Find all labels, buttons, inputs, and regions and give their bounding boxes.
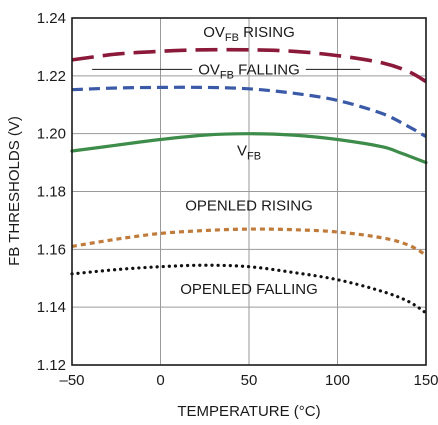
grid <box>72 18 426 365</box>
series-line-openled-rising <box>71 227 427 257</box>
x-axis-title: TEMPERATURE (°C) <box>177 403 320 420</box>
y-tick-label: 1.14 <box>37 299 66 316</box>
plot-frame <box>71 17 427 366</box>
annotation-ann-ov-rising: OVFB RISING <box>203 24 295 44</box>
series-line-vfb <box>70 132 428 165</box>
annotation-ann-vfb: VFB <box>237 142 261 162</box>
y-tick-label: 1.16 <box>37 241 66 258</box>
annotation-ann-ov-falling: OVFB FALLING <box>198 61 300 81</box>
y-tick-label: 1.12 <box>37 357 66 374</box>
annotations: OVFB RISING OVFB FALLING VFB OPENLED RISING… <box>92 24 361 298</box>
y-tick-labels: 1.12 1.14 1.16 1.18 1.20 1.22 1.24 <box>37 10 66 374</box>
x-tick-labels: –50 0 50 100 150 <box>59 372 438 389</box>
series-line-ov-falling <box>71 85 427 138</box>
series-layer <box>70 47 428 315</box>
annotation-ann-openled-falling: OPENLED FALLING <box>180 281 318 298</box>
x-tick-label: 50 <box>241 372 258 389</box>
x-tick-label: 0 <box>156 372 164 389</box>
x-tick-label: 150 <box>413 372 438 389</box>
y-axis-title: FB THRESHOLDS (V) <box>6 116 23 266</box>
series-line-ov-rising <box>71 47 427 84</box>
x-tick-label: 100 <box>325 372 350 389</box>
annotation-ann-openled-rising: OPENLED RISING <box>185 197 313 214</box>
series-line-openled-falling <box>70 263 428 315</box>
x-tick-label: –50 <box>59 372 84 389</box>
y-tick-label: 1.22 <box>37 68 66 85</box>
y-tick-label: 1.24 <box>37 10 66 27</box>
y-tick-label: 1.20 <box>37 126 66 143</box>
y-tick-label: 1.18 <box>37 184 66 201</box>
